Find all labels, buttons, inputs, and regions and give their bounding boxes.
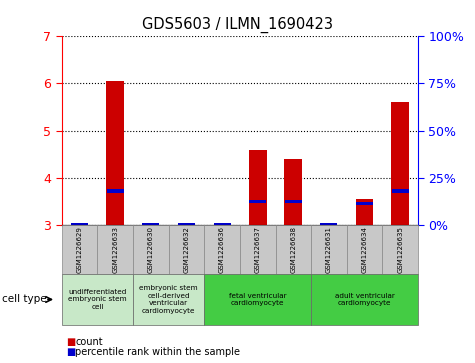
Text: GSM1226636: GSM1226636 [219, 226, 225, 273]
Text: GSM1226638: GSM1226638 [290, 226, 296, 273]
Text: count: count [75, 337, 103, 347]
Text: GSM1226629: GSM1226629 [76, 226, 83, 273]
Bar [249, 150, 266, 225]
Text: percentile rank within the sample: percentile rank within the sample [75, 347, 240, 357]
Bar [356, 202, 373, 205]
Text: GSM1226630: GSM1226630 [148, 226, 154, 273]
Text: GDS5603 / ILMN_1690423: GDS5603 / ILMN_1690423 [142, 16, 333, 33]
Bar [392, 189, 408, 193]
Text: embryonic stem
cell-derived
ventricular
cardiomyocyte: embryonic stem cell-derived ventricular … [139, 285, 198, 314]
Bar [142, 223, 159, 227]
Text: undifferentiated
embryonic stem
cell: undifferentiated embryonic stem cell [68, 289, 127, 310]
Bar [285, 200, 302, 203]
Bar [106, 81, 124, 225]
Text: GSM1226633: GSM1226633 [112, 226, 118, 273]
Bar [285, 159, 302, 225]
Text: cell type: cell type [2, 294, 47, 305]
Text: GSM1226632: GSM1226632 [183, 226, 190, 273]
Bar [71, 223, 88, 227]
Text: GSM1226635: GSM1226635 [397, 226, 403, 273]
Text: GSM1226631: GSM1226631 [326, 226, 332, 273]
Bar [214, 223, 230, 227]
Bar [391, 102, 409, 225]
Bar [356, 199, 373, 225]
Text: ■: ■ [66, 347, 76, 357]
Bar [321, 223, 337, 227]
Text: adult ventricular
cardiomyocyte: adult ventricular cardiomyocyte [334, 293, 395, 306]
Bar [107, 189, 124, 193]
Text: fetal ventricular
cardiomyocyte: fetal ventricular cardiomyocyte [229, 293, 286, 306]
Text: ■: ■ [66, 337, 76, 347]
Text: GSM1226634: GSM1226634 [361, 226, 368, 273]
Bar [178, 223, 195, 227]
Text: GSM1226637: GSM1226637 [255, 226, 261, 273]
Bar [249, 200, 266, 203]
